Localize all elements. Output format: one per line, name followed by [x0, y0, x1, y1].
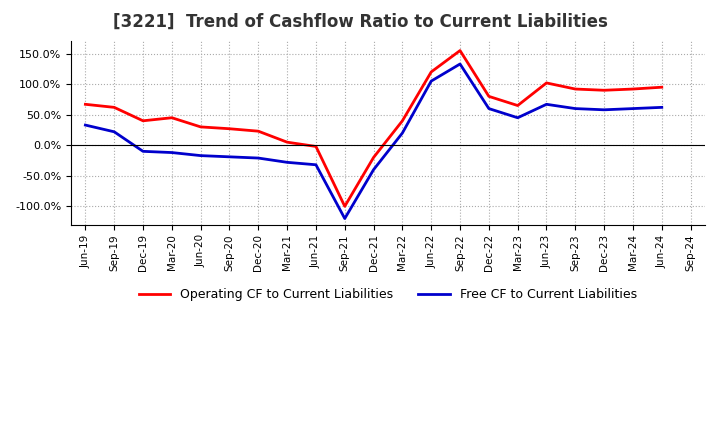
Text: [3221]  Trend of Cashflow Ratio to Current Liabilities: [3221] Trend of Cashflow Ratio to Curren…	[112, 13, 608, 31]
Legend: Operating CF to Current Liabilities, Free CF to Current Liabilities: Operating CF to Current Liabilities, Fre…	[134, 283, 642, 306]
